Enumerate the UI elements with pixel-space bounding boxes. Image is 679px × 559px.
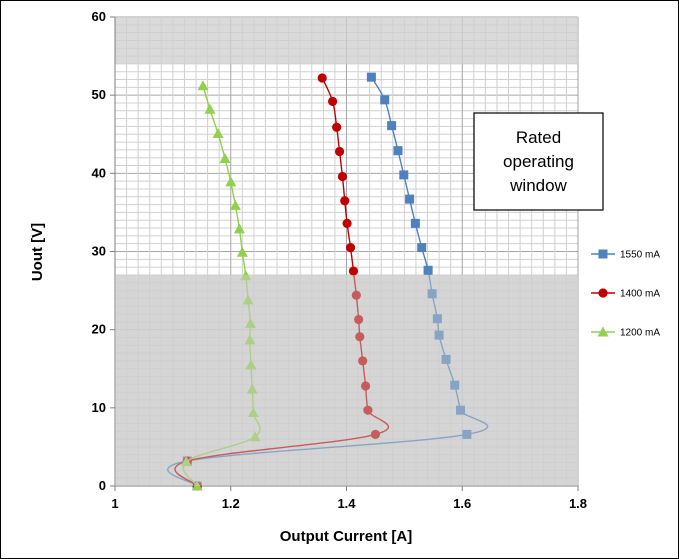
data-point <box>441 354 451 364</box>
annotation-box <box>473 112 604 211</box>
legend-marker <box>598 249 608 259</box>
data-point <box>245 359 257 370</box>
annotation-line-2: operating <box>503 152 574 171</box>
data-point <box>246 383 258 394</box>
data-point <box>387 121 397 131</box>
data-point <box>366 72 376 82</box>
data-point <box>423 265 433 275</box>
data-point <box>342 218 352 228</box>
y-tick-label: 30 <box>92 244 106 259</box>
data-point <box>417 243 427 253</box>
data-point <box>355 332 365 342</box>
data-point <box>358 356 368 366</box>
y-tick-label: 0 <box>99 478 106 493</box>
data-point <box>337 171 348 182</box>
data-point <box>405 194 415 204</box>
data-point <box>345 242 356 253</box>
annotation-line-1: Rated <box>516 128 561 147</box>
legend-item-1200-ma: 1200 mA <box>591 326 660 339</box>
data-point <box>242 294 254 305</box>
data-point <box>247 407 259 418</box>
legend-label: 1400 mA <box>620 289 660 300</box>
y-tick-label: 20 <box>92 322 106 337</box>
data-point <box>363 405 373 415</box>
y-axis-title: Uout [V] <box>29 223 46 281</box>
data-point <box>370 429 381 440</box>
data-point <box>393 146 403 156</box>
y-tick-label: 50 <box>92 87 106 102</box>
x-tick-label: 1.4 <box>337 496 356 511</box>
data-point <box>180 456 192 467</box>
series-1200-ma <box>180 80 261 491</box>
data-point <box>225 176 237 187</box>
data-point <box>191 480 203 491</box>
shade-overlay <box>115 274 578 486</box>
legend-item-1400-ma: 1400 mA <box>591 288 660 300</box>
data-point <box>328 96 338 107</box>
data-point <box>462 429 472 439</box>
legend-item-1550-ma: 1550 mA <box>591 249 660 261</box>
data-point <box>233 223 245 234</box>
x-tick-label: 1.2 <box>222 496 240 511</box>
x-axis-title: Output Current [A] <box>280 528 412 545</box>
y-tick-label: 60 <box>92 9 106 24</box>
data-point <box>244 317 256 328</box>
data-point <box>332 122 342 132</box>
data-point <box>456 405 466 415</box>
data-point <box>427 289 437 299</box>
data-point <box>334 146 345 157</box>
annotation-line-3: window <box>509 176 567 195</box>
y-tick-label: 40 <box>92 165 106 180</box>
data-point <box>219 152 231 163</box>
data-point <box>240 270 252 281</box>
data-point <box>434 330 444 340</box>
shaded-region-2 <box>115 17 578 64</box>
data-point <box>348 266 359 276</box>
data-point <box>204 103 216 114</box>
y-tick-label: 10 <box>92 400 106 415</box>
data-point <box>244 334 256 345</box>
legend-label: 1200 mA <box>620 328 660 339</box>
data-point <box>212 127 224 138</box>
legend-label: 1550 mA <box>620 250 660 261</box>
data-point <box>236 246 248 257</box>
data-point <box>351 290 361 300</box>
x-tick-label: 1 <box>111 496 118 511</box>
data-point <box>360 381 371 391</box>
x-tick-label: 1.8 <box>569 496 587 511</box>
data-point <box>229 199 241 210</box>
x-tick-label: 1.6 <box>453 496 471 511</box>
data-point <box>197 80 209 91</box>
shaded-region-1 <box>115 274 578 486</box>
legend-marker <box>597 326 609 337</box>
data-point <box>399 170 409 180</box>
data-point <box>432 314 442 324</box>
data-point <box>450 380 460 390</box>
legend-marker <box>598 288 608 298</box>
data-point <box>380 95 390 105</box>
data-point <box>249 431 261 442</box>
data-point <box>317 73 327 83</box>
data-point <box>410 218 420 228</box>
data-point <box>354 314 364 325</box>
data-point <box>340 196 350 206</box>
